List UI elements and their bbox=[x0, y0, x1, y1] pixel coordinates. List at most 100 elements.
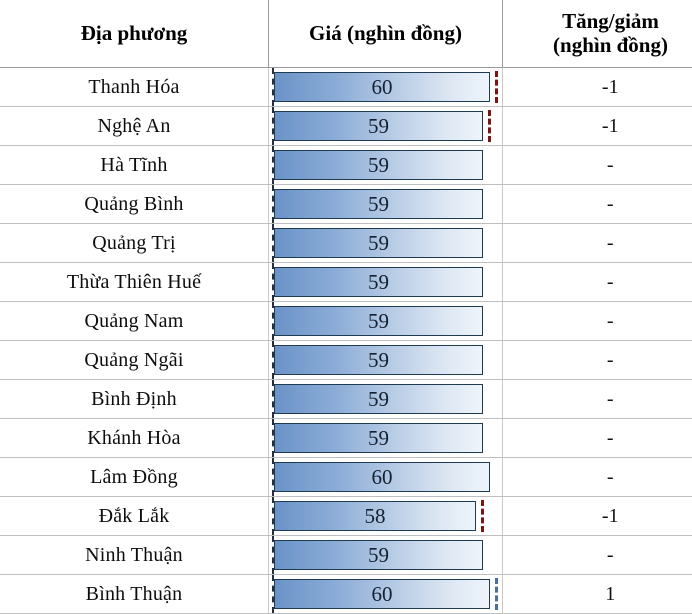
data-bar-value: 59 bbox=[275, 346, 482, 374]
cell-price: 59 bbox=[269, 536, 503, 575]
cell-price: 59 bbox=[269, 224, 503, 263]
data-bar: 60 bbox=[274, 462, 490, 492]
cell-price: 60 bbox=[269, 458, 503, 497]
cell-locality: Quảng Trị bbox=[0, 224, 269, 263]
data-bar: 59 bbox=[274, 306, 483, 336]
data-bar-value: 60 bbox=[275, 463, 489, 491]
change-marker bbox=[495, 578, 498, 610]
cell-locality: Bình Định bbox=[0, 380, 269, 419]
cell-change: - bbox=[503, 341, 692, 380]
change-marker bbox=[495, 71, 498, 103]
cell-price: 59 bbox=[269, 302, 503, 341]
cell-price: 59 bbox=[269, 185, 503, 224]
cell-change: -1 bbox=[503, 497, 692, 536]
cell-change: 1 bbox=[503, 575, 692, 614]
cell-price: 59 bbox=[269, 146, 503, 185]
header-row: Địa phương Giá (nghìn đồng) Tăng/giảm (n… bbox=[0, 0, 692, 68]
cell-price: 59 bbox=[269, 380, 503, 419]
data-bar: 59 bbox=[274, 540, 483, 570]
data-bar-value: 59 bbox=[275, 268, 482, 296]
data-bar-value: 58 bbox=[275, 502, 475, 530]
cell-price: 59 bbox=[269, 263, 503, 302]
cell-change: - bbox=[503, 536, 692, 575]
cell-change: -1 bbox=[503, 68, 692, 107]
data-bar: 59 bbox=[274, 189, 483, 219]
data-bar-track: 59 bbox=[272, 146, 503, 184]
data-bar: 59 bbox=[274, 384, 483, 414]
data-bar: 58 bbox=[274, 501, 476, 531]
data-bar-track: 59 bbox=[272, 419, 503, 457]
cell-change: - bbox=[503, 263, 692, 302]
cell-locality: Quảng Ngãi bbox=[0, 341, 269, 380]
cell-change: - bbox=[503, 224, 692, 263]
data-bar-value: 59 bbox=[275, 190, 482, 218]
data-bar-track: 60 bbox=[272, 575, 503, 613]
data-bar-track: 59 bbox=[272, 536, 503, 574]
cell-price: 59 bbox=[269, 341, 503, 380]
cell-change: - bbox=[503, 380, 692, 419]
table-header: Địa phương Giá (nghìn đồng) Tăng/giảm (n… bbox=[0, 0, 692, 68]
column-header-price: Giá (nghìn đồng) bbox=[269, 0, 503, 68]
cell-locality: Ninh Thuận bbox=[0, 536, 269, 575]
data-bar: 59 bbox=[274, 228, 483, 258]
data-bar: 59 bbox=[274, 150, 483, 180]
data-bar-track: 58 bbox=[272, 497, 503, 535]
data-bar-value: 60 bbox=[275, 580, 489, 608]
data-bar-track: 59 bbox=[272, 380, 503, 418]
cell-change: - bbox=[503, 146, 692, 185]
column-header-locality: Địa phương bbox=[0, 0, 269, 68]
data-bar-track: 59 bbox=[272, 302, 503, 340]
data-bar: 59 bbox=[274, 111, 483, 141]
data-bar-track: 59 bbox=[272, 224, 503, 262]
cell-locality: Nghệ An bbox=[0, 107, 269, 146]
cell-locality: Quảng Bình bbox=[0, 185, 269, 224]
column-header-change: Tăng/giảm (nghìn đồng) bbox=[503, 0, 692, 68]
column-header-change-line2: (nghìn đồng) bbox=[507, 34, 692, 58]
cell-change: - bbox=[503, 302, 692, 341]
cell-locality: Hà Tĩnh bbox=[0, 146, 269, 185]
column-header-change-line1: Tăng/giảm bbox=[507, 10, 692, 34]
data-bar-track: 60 bbox=[272, 68, 503, 106]
cell-locality: Thanh Hóa bbox=[0, 68, 269, 107]
data-bar-value: 59 bbox=[275, 112, 482, 140]
data-bar-value: 59 bbox=[275, 151, 482, 179]
cell-price: 59 bbox=[269, 107, 503, 146]
cell-price: 59 bbox=[269, 419, 503, 458]
cell-locality: Bình Thuận bbox=[0, 575, 269, 614]
cell-price: 60 bbox=[269, 575, 503, 614]
data-bar-value: 59 bbox=[275, 385, 482, 413]
data-bar-track: 59 bbox=[272, 341, 503, 379]
data-bar-track: 60 bbox=[272, 458, 503, 496]
data-bar-value: 59 bbox=[275, 541, 482, 569]
cell-change: - bbox=[503, 419, 692, 458]
cell-change: - bbox=[503, 458, 692, 497]
data-bar: 59 bbox=[274, 345, 483, 375]
cell-locality: Thừa Thiên Huế bbox=[0, 263, 269, 302]
change-marker bbox=[481, 500, 484, 532]
cell-locality: Quảng Nam bbox=[0, 302, 269, 341]
change-marker bbox=[488, 110, 491, 142]
data-bar: 60 bbox=[274, 72, 490, 102]
data-bar-track: 59 bbox=[272, 107, 503, 145]
data-bar-track: 59 bbox=[272, 185, 503, 223]
cell-change: -1 bbox=[503, 107, 692, 146]
data-bar: 60 bbox=[274, 579, 490, 609]
data-bar-value: 60 bbox=[275, 73, 489, 101]
cell-change: - bbox=[503, 185, 692, 224]
data-bar-value: 59 bbox=[275, 229, 482, 257]
cell-locality: Khánh Hòa bbox=[0, 419, 269, 458]
